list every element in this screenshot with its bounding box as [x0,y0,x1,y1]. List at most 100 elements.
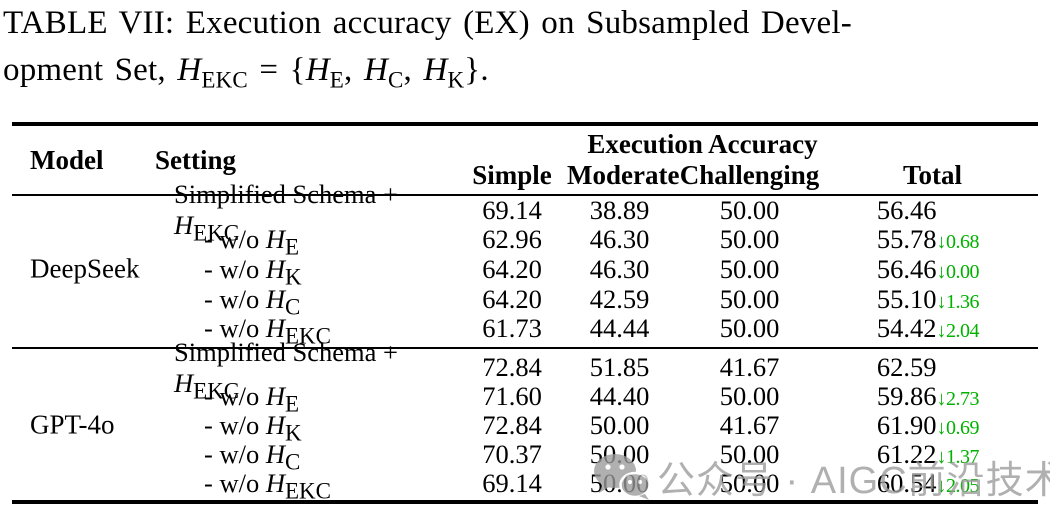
math-var: H [265,224,285,255]
table-row: - w/o HE 62.96 46.30 50.00 55.78 ↓0.68 [12,224,1038,258]
table-row: Simplified Schema + HEKC 69.14 38.89 50.… [12,179,1038,244]
setting-cell: Simplified Schema + HEKC [152,179,457,244]
table-bottom-rule [12,500,1038,504]
setting-text: - w/o [204,224,266,255]
math-close: }. [464,52,489,88]
math-sub: E [329,67,345,93]
setting-text: - w/o [204,313,266,344]
total-drop: ↓2.73 [936,388,980,411]
math-sub: E [284,234,300,260]
table-header: Model Setting Execution Accuracy Simple … [12,126,1038,195]
challenging-value: 50.00 [719,313,780,344]
challenging-value: 50.00 [719,224,780,255]
header-setting: Setting [155,144,236,175]
total-cell: 59.86 ↓2.73 [827,381,1038,412]
setting-cell: - w/o HEKC [152,467,457,502]
math-var: H [265,467,285,498]
table-row: - w/o HC 64.20 42.59 50.00 55.10 ↓1.36 [12,283,1038,318]
section-divider-rule [12,347,1038,350]
section-gpt4o: GPT-4o Simplified Schema + HEKC 72.84 51… [12,337,1038,502]
math-eq: = { [247,52,306,88]
math-var: H [265,283,285,314]
challenging-value: 50.00 [719,283,780,314]
moderate-value: 51.85 [589,352,650,383]
setting-text: - w/o [204,283,266,314]
total-drop: ↓1.36 [936,290,980,313]
math-var: H [265,253,285,284]
math-sep: , [344,52,364,88]
math-var: H [174,210,194,241]
total-value: 56.46 [876,194,937,225]
caption-line-2: opment Set, HEKC = {HE, HC, HK}. [3,47,1049,94]
moderate-value: 46.30 [589,224,650,255]
header-simple: Simple [472,159,552,190]
math-sep: , [403,52,424,88]
setting-cell: - w/o HC [152,438,457,473]
setting-cell: - w/o HEKC [152,313,457,347]
simple-value: 69.14 [482,194,542,225]
total-value: 62.59 [876,352,937,383]
moderate-value: 50.00 [589,467,650,498]
total-cell: 60.54 ↓2.05 [827,468,1038,499]
setting-text: - w/o [204,253,266,284]
math-var: H [265,381,285,412]
math-var: H [363,52,388,88]
setting-text: - w/o [204,467,266,498]
total-drop: ↓0.69 [936,416,980,439]
total-value: 59.86 [876,381,937,412]
header-spacer [12,160,152,191]
total-cell: 62.59 [827,352,1038,383]
math-sub: K [284,420,302,446]
total-drop [937,202,999,233]
moderate-value: 50.00 [589,409,650,440]
math-sub: EKC [284,477,331,503]
total-value: 55.10 [876,283,937,314]
math-sub: EKC [193,220,240,246]
table-row: - w/o HE 71.60 44.40 50.00 59.86 ↓2.73 [12,381,1038,415]
math-sub: C [284,293,301,319]
moderate-value: 38.89 [589,194,650,225]
total-value: 60.54 [876,467,937,498]
header-challenging: Challenging [679,159,820,190]
challenging-value: 50.00 [719,194,780,225]
moderate-value: 44.40 [589,381,650,412]
challenging-value: 50.00 [719,381,780,412]
math-var: H [265,313,285,344]
moderate-value: 44.44 [589,313,650,344]
math-sub: EKC [201,67,248,93]
caption-text-1: TABLE VII: Execution accuracy (EX) on Su… [3,5,852,41]
header-model: Model [30,144,104,175]
total-value: 55.78 [876,224,937,255]
setting-text: Simplified Schema + [174,336,398,367]
total-drop [937,359,999,390]
total-drop: ↓1.37 [936,445,980,468]
math-sub: K [447,67,465,93]
table-row: - w/o HK 72.84 50.00 41.67 61.90 ↓0.69 [12,409,1038,444]
total-cell: 56.46 [827,195,1038,226]
setting-text: - w/o [204,438,266,469]
table-caption: TABLE VII: Execution accuracy (EX) on Su… [3,0,1049,94]
results-table: Model Setting Execution Accuracy Simple … [12,122,1038,504]
setting-cell: - w/o HC [152,283,457,318]
table-row: - w/o HEKC 61.73 44.44 50.00 54.42 ↓2.04 [12,313,1038,347]
math-var: H [265,409,285,440]
total-value: 61.90 [876,409,937,440]
simple-value: 72.84 [482,352,542,383]
table-row: - w/o HK 64.20 46.30 50.00 56.46 ↓0.00 [12,253,1038,288]
header-rule [12,194,1038,196]
setting-cell: - w/o HK [152,253,457,288]
total-value: 61.22 [876,438,937,469]
total-value: 54.42 [876,313,937,344]
setting-cell: - w/o HE [152,381,457,415]
header-total: Total [902,159,963,190]
setting-text: - w/o [204,409,266,440]
setting-text: Simplified Schema + [174,179,398,210]
challenging-value: 50.00 [719,253,780,284]
challenging-value: 50.00 [719,467,780,498]
table-row: - w/o HC 70.37 50.00 50.00 61.22 ↓1.37 [12,438,1038,473]
model-name: DeepSeek [30,253,140,284]
math-var: H [177,52,202,88]
total-drop: ↓2.04 [936,320,980,343]
math-sub: C [284,449,301,475]
table-row: Simplified Schema + HEKC 72.84 51.85 41.… [12,337,1038,402]
